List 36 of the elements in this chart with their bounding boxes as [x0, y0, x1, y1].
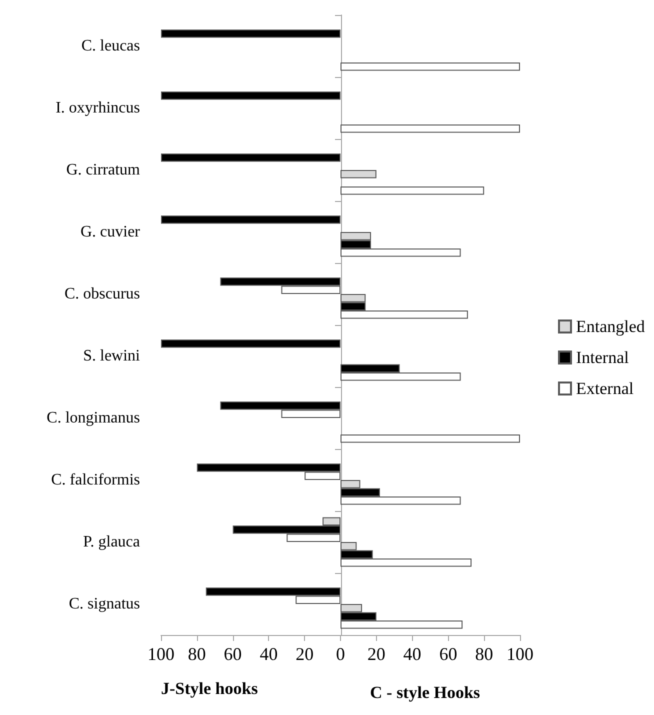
x-tick-label: 100: [148, 644, 174, 664]
y-tick-label: G. cirratum: [66, 162, 141, 178]
x-tick-label: 80: [475, 644, 494, 664]
bar: [161, 91, 340, 100]
bar: [340, 124, 520, 133]
x-tick-label: 80: [188, 644, 206, 664]
y-tick-label: C. obscurus: [64, 286, 140, 302]
x-axis-title: J-Style hooks: [161, 679, 258, 698]
legend-label: External: [576, 379, 634, 398]
y-tick-label: I. oxyrhincus: [56, 100, 140, 116]
bar: [161, 153, 340, 162]
bar: [161, 339, 340, 348]
bar: [161, 29, 340, 38]
bar: [340, 186, 484, 195]
x-tick-label: 40: [403, 644, 422, 664]
y-tick-label: C. falciformis: [51, 472, 140, 488]
y-tick-label: C. signatus: [68, 596, 140, 612]
x-tick-label: 20: [367, 644, 386, 664]
x-tick-label: 60: [224, 644, 242, 664]
legend-label: Entangled: [576, 317, 646, 336]
y-tick-label: C. leucas: [81, 38, 140, 54]
x-tick-label: 40: [260, 644, 278, 664]
x-tick-label: 60: [439, 644, 458, 664]
legend-label: Internal: [576, 348, 630, 367]
bar: [161, 215, 340, 224]
x-tick-label: 100: [506, 644, 534, 664]
y-tick-label: G. cuvier: [80, 224, 141, 240]
y-tick-label: P. glauca: [83, 534, 140, 550]
y-tick-label: C. longimanus: [46, 410, 140, 426]
bar: [340, 62, 520, 71]
bar: [340, 434, 520, 443]
x-tick-label: 0: [336, 644, 345, 664]
bar: [340, 170, 376, 178]
text: C - style Hooks: [370, 683, 480, 702]
x-tick-label: 20: [296, 644, 314, 664]
y-tick-label: S. lewini: [83, 348, 141, 364]
